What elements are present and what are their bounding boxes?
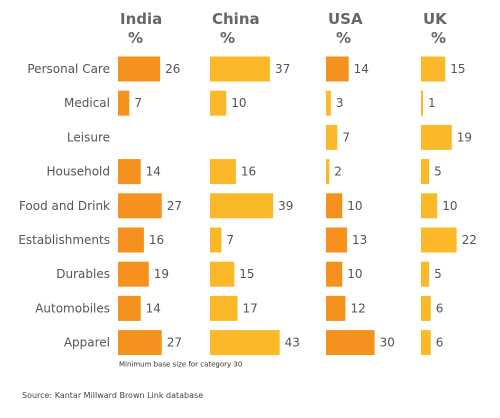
bar-value-label: 5 bbox=[434, 165, 442, 179]
bar-value-label: 19 bbox=[457, 130, 472, 144]
source-note: Source: Kantar Millward Brown Link datab… bbox=[22, 391, 204, 400]
bar-value-label: 37 bbox=[275, 62, 290, 76]
bar-value-label: 12 bbox=[350, 301, 365, 315]
bar bbox=[326, 295, 346, 321]
bar-value-label: 22 bbox=[462, 233, 477, 247]
bar-value-label: 1 bbox=[428, 96, 436, 110]
category-label: Apparel bbox=[64, 336, 110, 350]
bar-value-label: 27 bbox=[167, 199, 182, 213]
bar-value-label: 10 bbox=[347, 199, 362, 213]
bar bbox=[118, 295, 141, 321]
category-label: Household bbox=[46, 165, 110, 179]
category-label: Automobiles bbox=[35, 301, 110, 315]
bar bbox=[210, 261, 235, 287]
bar bbox=[210, 159, 236, 185]
bar bbox=[118, 227, 144, 253]
bar-value-label: 14 bbox=[354, 62, 369, 76]
bar bbox=[210, 295, 238, 321]
column-unit-uk: % bbox=[431, 29, 446, 47]
column-unit-usa: % bbox=[336, 29, 351, 47]
bar-value-label: 43 bbox=[285, 336, 300, 350]
bar-value-label: 10 bbox=[231, 96, 246, 110]
bar bbox=[421, 193, 438, 219]
bar bbox=[326, 90, 331, 116]
bar-value-label: 10 bbox=[442, 199, 457, 213]
bar bbox=[326, 159, 330, 185]
bar-value-label: 14 bbox=[146, 301, 161, 315]
bar-value-label: 27 bbox=[167, 336, 182, 350]
bar-value-label: 15 bbox=[450, 62, 465, 76]
bar-value-label: 6 bbox=[436, 336, 444, 350]
bar bbox=[210, 330, 280, 356]
bar bbox=[118, 193, 162, 219]
category-label: Food and Drink bbox=[19, 199, 110, 213]
bar-value-label: 17 bbox=[243, 301, 258, 315]
bar-value-label: 26 bbox=[165, 62, 180, 76]
bar bbox=[210, 193, 274, 219]
bar bbox=[118, 159, 141, 185]
bar bbox=[326, 193, 343, 219]
column-unit-india: % bbox=[128, 29, 143, 47]
column-unit-china: % bbox=[220, 29, 235, 47]
base-size-note: Minimum base size for category 30 bbox=[119, 361, 242, 369]
bar bbox=[118, 330, 162, 356]
bar-value-label: 19 bbox=[154, 267, 169, 281]
bar bbox=[210, 56, 270, 82]
category-label: Personal Care bbox=[27, 62, 110, 76]
bar bbox=[210, 90, 227, 116]
column-header-china: China bbox=[212, 10, 260, 28]
bar bbox=[118, 261, 149, 287]
bar bbox=[118, 90, 130, 116]
bar-value-label: 39 bbox=[278, 199, 293, 213]
bar bbox=[326, 56, 349, 82]
bar-value-label: 16 bbox=[149, 233, 164, 247]
bar-value-label: 3 bbox=[336, 96, 344, 110]
bar-value-label: 5 bbox=[434, 267, 442, 281]
category-label: Medical bbox=[64, 96, 110, 110]
bar-value-label: 2 bbox=[334, 165, 342, 179]
column-header-usa: USA bbox=[328, 10, 363, 28]
bar-value-label: 10 bbox=[347, 267, 362, 281]
bar-value-label: 7 bbox=[342, 130, 350, 144]
bar bbox=[210, 227, 222, 253]
bar-value-label: 7 bbox=[226, 233, 234, 247]
bar bbox=[118, 56, 161, 82]
bar bbox=[326, 261, 343, 287]
bar-value-label: 16 bbox=[241, 165, 256, 179]
bar-value-label: 7 bbox=[134, 96, 142, 110]
column-header-uk: UK bbox=[423, 10, 448, 28]
bar-value-label: 30 bbox=[380, 336, 395, 350]
bar-value-label: 15 bbox=[239, 267, 254, 281]
bar bbox=[421, 330, 431, 356]
bar bbox=[421, 227, 457, 253]
category-label: Durables bbox=[56, 267, 110, 281]
column-header-india: India bbox=[120, 10, 162, 28]
bar-value-label: 14 bbox=[146, 165, 161, 179]
bar bbox=[421, 295, 431, 321]
bar bbox=[421, 261, 430, 287]
category-label: Establishments bbox=[18, 233, 110, 247]
bar bbox=[421, 56, 446, 82]
bar bbox=[326, 227, 348, 253]
bar bbox=[421, 90, 423, 116]
bar-value-label: 13 bbox=[352, 233, 367, 247]
bar bbox=[326, 330, 375, 356]
bar bbox=[421, 159, 430, 185]
bar-value-label: 6 bbox=[436, 301, 444, 315]
bar bbox=[326, 124, 338, 150]
category-label: Leisure bbox=[67, 130, 110, 144]
bar bbox=[421, 124, 452, 150]
